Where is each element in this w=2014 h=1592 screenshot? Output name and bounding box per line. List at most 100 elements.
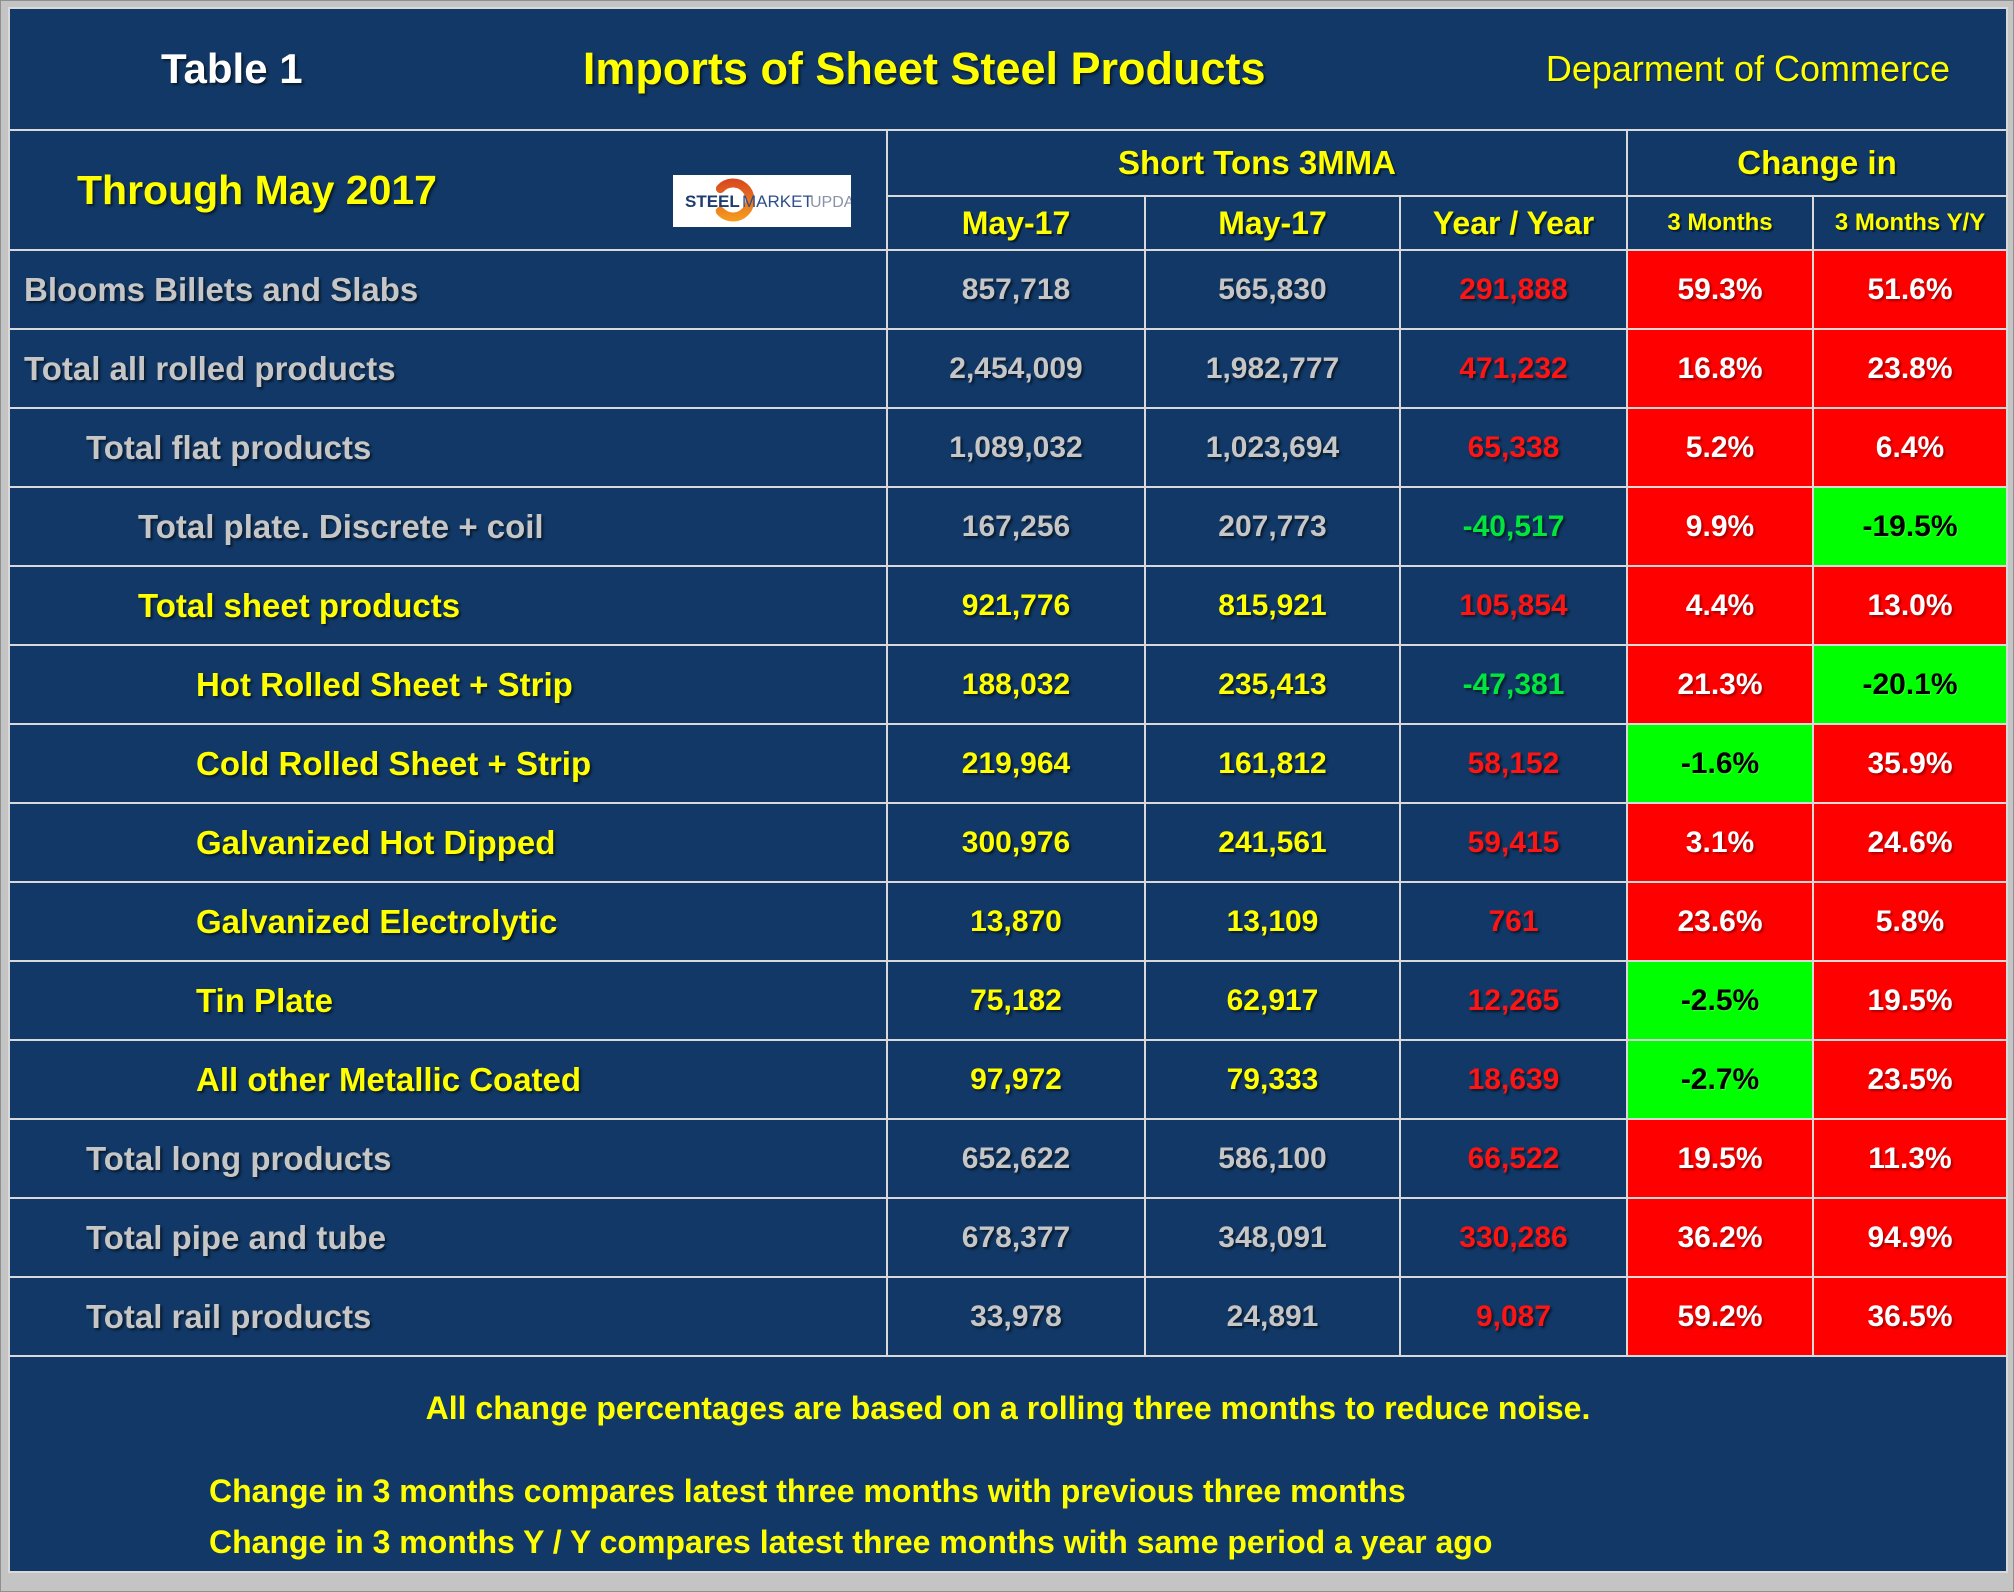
product-label: Total rail products: [8, 1276, 888, 1357]
table-row: Tin Plate 75,182 62,917 12,265 -2.5% 19.…: [8, 960, 2008, 1041]
change-3-months-cell: 3.1%: [1626, 802, 1814, 883]
value-current-month: 167,256: [886, 486, 1146, 567]
value-prior-year-month: 1,023,694: [1144, 407, 1401, 488]
logo-background: [673, 175, 851, 227]
change-3-months-yy-cell: -19.5%: [1812, 486, 2008, 567]
table-row: Total plate. Discrete + coil 167,256 207…: [8, 486, 2008, 567]
change-3-months-yy-cell: 94.9%: [1812, 1197, 2008, 1278]
footnotes-row: All change percentages are based on a ro…: [8, 1355, 2008, 1573]
product-label: Total all rolled products: [8, 328, 888, 409]
logo-text-steel: STEEL: [685, 192, 740, 211]
value-year-over-year-delta: 18,639: [1399, 1039, 1628, 1120]
column-header-may17-current: May-17: [886, 195, 1146, 251]
value-current-month: 857,718: [886, 249, 1146, 330]
imports-table: Table 1 Imports of Sheet Steel Products …: [8, 7, 2008, 1573]
value-prior-year-month: 79,333: [1144, 1039, 1401, 1120]
value-year-over-year-delta: 59,415: [1399, 802, 1628, 883]
value-prior-year-month: 13,109: [1144, 881, 1401, 962]
value-prior-year-month: 161,812: [1144, 723, 1401, 804]
value-current-month: 33,978: [886, 1276, 1146, 1357]
footnote-3-months-yy: Change in 3 months Y / Y compares latest…: [209, 1524, 1493, 1560]
product-label: Blooms Billets and Slabs: [8, 249, 888, 330]
value-year-over-year-delta: -47,381: [1399, 644, 1628, 725]
product-label: Cold Rolled Sheet + Strip: [8, 723, 888, 804]
logo-text-update: UPDATE: [810, 194, 851, 211]
product-label: Galvanized Electrolytic: [8, 881, 888, 962]
column-group-short-tons: Short Tons 3MMA: [886, 129, 1628, 197]
table-row: All other Metallic Coated 97,972 79,333 …: [8, 1039, 2008, 1120]
product-label: Tin Plate: [8, 960, 888, 1041]
change-3-months-yy-cell: -20.1%: [1812, 644, 2008, 725]
table-number-label: Table 1: [161, 45, 303, 92]
value-year-over-year-delta: 12,265: [1399, 960, 1628, 1041]
data-source-label: Deparment of Commerce: [1545, 48, 1950, 89]
change-3-months-yy-cell: 36.5%: [1812, 1276, 2008, 1357]
table-row: Galvanized Hot Dipped 300,976 241,561 59…: [8, 802, 2008, 883]
value-year-over-year-delta: 291,888: [1399, 249, 1628, 330]
value-prior-year-month: 207,773: [1144, 486, 1401, 567]
change-3-months-yy-cell: 24.6%: [1812, 802, 2008, 883]
table-body: Blooms Billets and Slabs 857,718 565,830…: [8, 249, 2008, 1357]
product-label: Total plate. Discrete + coil: [8, 486, 888, 567]
value-year-over-year-delta: 9,087: [1399, 1276, 1628, 1357]
value-current-month: 2,454,009: [886, 328, 1146, 409]
column-group-change-in: Change in: [1626, 129, 2008, 197]
change-3-months-yy-cell: 23.8%: [1812, 328, 2008, 409]
change-3-months-yy-cell: 11.3%: [1812, 1118, 2008, 1199]
product-label: Hot Rolled Sheet + Strip: [8, 644, 888, 725]
value-year-over-year-delta: 58,152: [1399, 723, 1628, 804]
steel-market-update-logo: STEEL MARKET UPDATE: [673, 175, 874, 227]
value-year-over-year-delta: 761: [1399, 881, 1628, 962]
logo-graphic: STEEL MARKET UPDATE: [673, 175, 874, 227]
table-row: Total pipe and tube 678,377 348,091 330,…: [8, 1197, 2008, 1278]
value-year-over-year-delta: 330,286: [1399, 1197, 1628, 1278]
change-3-months-yy-cell: 6.4%: [1812, 407, 2008, 488]
footnote-3-months: Change in 3 months compares latest three…: [209, 1473, 1406, 1509]
change-3-months-cell: -2.7%: [1626, 1039, 1814, 1120]
header-group-row: Through May 2017 STEEL MARKET: [8, 129, 2008, 251]
table-row: Total flat products 1,089,032 1,023,694 …: [8, 407, 2008, 488]
value-prior-year-month: 348,091: [1144, 1197, 1401, 1278]
change-3-months-yy-cell: 51.6%: [1812, 249, 2008, 330]
product-label: Total flat products: [8, 407, 888, 488]
value-current-month: 75,182: [886, 960, 1146, 1041]
value-prior-year-month: 24,891: [1144, 1276, 1401, 1357]
table-row: Cold Rolled Sheet + Strip 219,964 161,81…: [8, 723, 2008, 804]
product-label: Total long products: [8, 1118, 888, 1199]
table-row: Hot Rolled Sheet + Strip 188,032 235,413…: [8, 644, 2008, 725]
change-3-months-yy-cell: 19.5%: [1812, 960, 2008, 1041]
change-3-months-cell: 16.8%: [1626, 328, 1814, 409]
title-row: Table 1 Imports of Sheet Steel Products …: [8, 7, 2008, 131]
change-3-months-cell: 19.5%: [1626, 1118, 1814, 1199]
change-3-months-cell: 23.6%: [1626, 881, 1814, 962]
value-year-over-year-delta: 105,854: [1399, 565, 1628, 646]
table-row: Galvanized Electrolytic 13,870 13,109 76…: [8, 881, 2008, 962]
value-current-month: 13,870: [886, 881, 1146, 962]
column-header-3-months: 3 Months: [1626, 195, 1814, 251]
value-year-over-year-delta: 66,522: [1399, 1118, 1628, 1199]
change-3-months-cell: 36.2%: [1626, 1197, 1814, 1278]
value-prior-year-month: 586,100: [1144, 1118, 1401, 1199]
change-3-months-yy-cell: 13.0%: [1812, 565, 2008, 646]
column-header-3-months-yy: 3 Months Y/Y: [1812, 195, 2008, 251]
value-current-month: 97,972: [886, 1039, 1146, 1120]
change-3-months-cell: -1.6%: [1626, 723, 1814, 804]
value-current-month: 921,776: [886, 565, 1146, 646]
product-label: Total sheet products: [8, 565, 888, 646]
table-row: Total all rolled products 2,454,009 1,98…: [8, 328, 2008, 409]
change-3-months-cell: 59.2%: [1626, 1276, 1814, 1357]
value-year-over-year-delta: 471,232: [1399, 328, 1628, 409]
change-3-months-yy-cell: 35.9%: [1812, 723, 2008, 804]
value-prior-year-month: 62,917: [1144, 960, 1401, 1041]
change-3-months-cell: 5.2%: [1626, 407, 1814, 488]
column-header-year-year: Year / Year: [1399, 195, 1628, 251]
change-3-months-yy-cell: 5.8%: [1812, 881, 2008, 962]
value-current-month: 219,964: [886, 723, 1146, 804]
product-label: Galvanized Hot Dipped: [8, 802, 888, 883]
value-year-over-year-delta: -40,517: [1399, 486, 1628, 567]
value-year-over-year-delta: 65,338: [1399, 407, 1628, 488]
table-row: Total rail products 33,978 24,891 9,087 …: [8, 1276, 2008, 1357]
change-3-months-cell: 9.9%: [1626, 486, 1814, 567]
table-row: Total long products 652,622 586,100 66,5…: [8, 1118, 2008, 1199]
change-3-months-cell: -2.5%: [1626, 960, 1814, 1041]
